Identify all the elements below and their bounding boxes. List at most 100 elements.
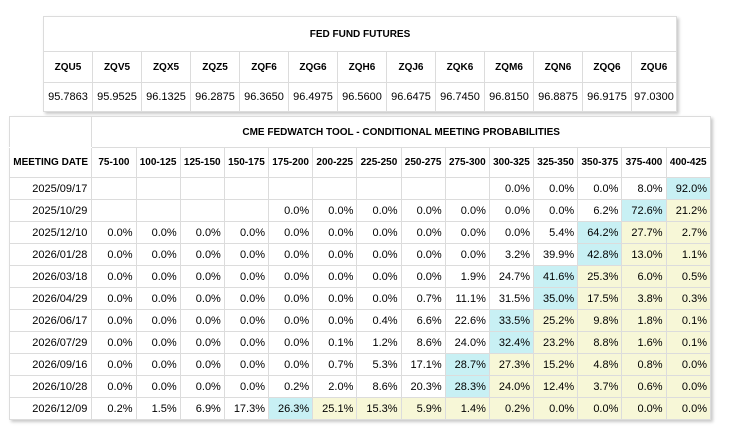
probability-cell: 0.0% <box>444 243 490 266</box>
probability-cell: 35.0% <box>533 287 579 310</box>
probability-cell: 0.7% <box>312 353 358 376</box>
probability-cell: 0.1% <box>312 331 358 354</box>
probability-cell: 72.6% <box>621 199 667 222</box>
table-row: 2026/10/28 0.0% 0.0% 0.0% 0.0% 0.2% 2.0% 8.6% 20… <box>8 375 712 398</box>
probability-cell: 0.0% <box>91 375 137 398</box>
probability-cell: 3.2% <box>488 243 535 266</box>
contract-code: ZQH6 <box>337 51 387 83</box>
probability-cell: 32.4% <box>488 331 535 354</box>
probability-cell: 20.3% <box>400 375 446 398</box>
probability-cell: 25.2% <box>533 309 579 332</box>
probability-cell: 0.0% <box>400 199 446 222</box>
contract-code: ZQJ6 <box>386 51 436 83</box>
probability-cell: 27.3% <box>488 353 535 376</box>
contract-price: 96.8150 <box>484 82 534 112</box>
probability-cell: 2.0% <box>312 375 358 398</box>
probability-cell: 28.7% <box>444 353 490 376</box>
probability-cell: 0.2% <box>488 397 535 420</box>
probability-cell: 22.6% <box>444 309 490 332</box>
probability-cell: 0.5% <box>665 265 712 288</box>
rate-range-header: 300-325 <box>488 147 535 178</box>
probability-cell: 0.0% <box>268 331 314 354</box>
probability-cell: 0.0% <box>356 221 402 244</box>
rate-range-header: 125-150 <box>179 147 225 178</box>
probability-cell: 0.0% <box>179 353 225 376</box>
probability-cell: 1.8% <box>621 309 667 332</box>
probability-cell: 0.0% <box>91 353 137 376</box>
probability-cell: 2.7% <box>665 221 712 244</box>
rate-range-header: 75-100 <box>91 147 137 178</box>
probability-cell: 6.0% <box>621 265 667 288</box>
meeting-date: 2026/04/29 <box>8 287 93 310</box>
contract-price: 96.3650 <box>239 82 289 112</box>
fed-fund-futures-table: FED FUND FUTURES ZQU5 ZQV5 ZQX5 ZQZ5 ZQF6 ZQG… <box>43 16 677 112</box>
probability-cell: 28.3% <box>444 375 490 398</box>
probability-cell: 0.7% <box>400 287 446 310</box>
meeting-date: 2025/12/10 <box>8 221 93 244</box>
probability-cell <box>312 177 358 200</box>
probability-cell: 5.4% <box>533 221 579 244</box>
probability-cell: 0.0% <box>91 287 137 310</box>
probability-cell: 17.3% <box>223 397 270 420</box>
probability-cell: 3.7% <box>577 375 623 398</box>
probability-cell: 0.0% <box>312 309 358 332</box>
probability-cell: 0.0% <box>312 221 358 244</box>
probability-cell: 0.0% <box>268 309 314 332</box>
probability-cell <box>135 177 181 200</box>
probability-cell: 0.0% <box>179 243 225 266</box>
probability-cell: 0.0% <box>621 397 667 420</box>
probability-cell: 0.0% <box>577 397 623 420</box>
probability-cell: 27.7% <box>621 221 667 244</box>
probability-cell: 24.0% <box>488 375 535 398</box>
probability-cell: 0.0% <box>135 309 181 332</box>
rate-range-header: 150-175 <box>223 147 270 178</box>
probability-cell: 9.8% <box>577 309 623 332</box>
probability-cell: 0.0% <box>135 221 181 244</box>
probability-cell: 0.0% <box>223 221 270 244</box>
rate-range-header: 100-125 <box>135 147 181 178</box>
probability-cell: 6.2% <box>577 199 623 222</box>
table-row: 2026/01/28 0.0% 0.0% 0.0% 0.0% 0.0% 0.0% 0.0% 0.… <box>8 243 712 266</box>
probability-cell: 0.0% <box>223 243 270 266</box>
probability-cell: 31.5% <box>488 287 535 310</box>
rate-range-header: 200-225 <box>312 147 358 178</box>
probability-cell: 25.1% <box>312 397 358 420</box>
probability-cell: 0.0% <box>91 243 137 266</box>
probability-cell: 0.0% <box>223 287 270 310</box>
table-row: 2026/03/18 0.0% 0.0% 0.0% 0.0% 0.0% 0.0% 0.0% 0.… <box>8 265 712 288</box>
contract-price: 96.8875 <box>533 82 583 112</box>
futures-title: FED FUND FUTURES <box>43 16 677 52</box>
contract-price: 97.0300 <box>631 82 677 112</box>
meeting-date: 2026/06/17 <box>8 309 93 332</box>
probability-cell: 0.0% <box>223 309 270 332</box>
probability-cell: 0.0% <box>356 287 402 310</box>
probability-cell: 0.0% <box>223 353 270 376</box>
probability-cell: 0.0% <box>135 265 181 288</box>
contract-code: ZQX5 <box>141 51 191 83</box>
table-row: 2026/06/17 0.0% 0.0% 0.0% 0.0% 0.0% 0.0% 0.4% 6.… <box>8 309 712 332</box>
meeting-date: 2025/10/29 <box>8 199 93 222</box>
probability-cell: 0.0% <box>312 265 358 288</box>
contract-code: ZQU6 <box>631 51 677 83</box>
probability-cell: 0.0% <box>400 221 446 244</box>
contract-price: 96.2875 <box>190 82 240 112</box>
rate-range-header: 350-375 <box>577 147 623 178</box>
probability-cell: 0.0% <box>665 353 712 376</box>
probability-cell: 0.0% <box>135 243 181 266</box>
probability-cell: 1.9% <box>444 265 490 288</box>
contract-code: ZQK6 <box>435 51 485 83</box>
probability-cell <box>400 177 446 200</box>
probability-cell: 39.9% <box>533 243 579 266</box>
probability-cell: 0.0% <box>268 243 314 266</box>
probability-cell: 15.3% <box>356 397 402 420</box>
contract-code: ZQG6 <box>288 51 338 83</box>
probability-cell: 8.0% <box>621 177 667 200</box>
probability-cell: 8.6% <box>400 331 446 354</box>
probability-cell: 0.0% <box>268 221 314 244</box>
contract-price: 96.6475 <box>386 82 436 112</box>
probability-cell: 0.0% <box>135 375 181 398</box>
table-row: 2026/12/09 0.2% 1.5% 6.9% 17.3% 26.3% 25.1% 15.… <box>8 397 712 420</box>
probability-cell: 0.0% <box>665 375 712 398</box>
probability-cell: 0.0% <box>91 221 137 244</box>
probability-cell: 0.0% <box>223 375 270 398</box>
